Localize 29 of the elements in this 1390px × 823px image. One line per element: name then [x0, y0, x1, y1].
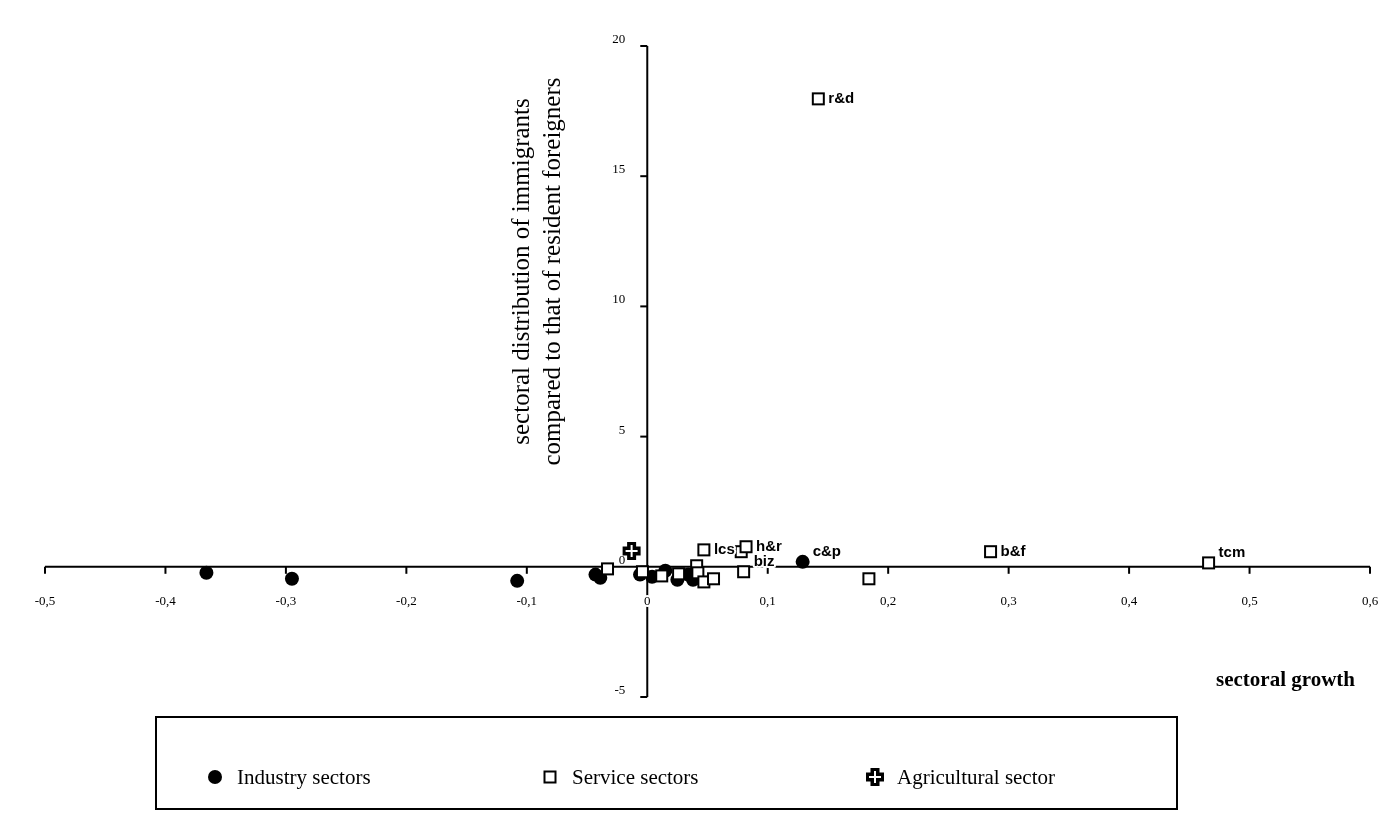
legend-label: Industry sectors [237, 765, 371, 789]
y-tick-label: 15 [612, 161, 626, 177]
x-tick-label: 0,4 [1120, 592, 1138, 608]
annotation: r&d [828, 88, 855, 106]
y-tick-label: 20 [612, 31, 626, 46]
x-tick-label: 0,5 [1241, 592, 1258, 608]
y-tick-label: 5 [618, 421, 626, 437]
legend-label: Agricultural sector [897, 765, 1056, 789]
y-tick-label: 0 [618, 551, 626, 567]
x-tick-label: -0,5 [34, 592, 56, 608]
y-tick-label: 10 [612, 291, 626, 307]
y-tick-label: -5 [614, 682, 626, 697]
x-tick-label: -0,1 [516, 592, 538, 608]
annotation: b&f [1000, 541, 1027, 559]
annotation: tcm [1218, 542, 1246, 560]
x-tick-label: 0,3 [1000, 592, 1017, 608]
x-tick-label: 0,6 [1361, 592, 1379, 608]
annotation: biz [753, 551, 775, 569]
x-tick-label: -0,4 [155, 592, 177, 608]
annotation: h&r [756, 536, 783, 554]
x-tick-label: 0,2 [880, 592, 897, 608]
x-tick-label: -0,2 [396, 592, 417, 608]
x-axis-title: sectoral growth [1216, 667, 1356, 691]
legend-label: Service sectors [572, 765, 699, 789]
annotation: c&p [812, 541, 841, 559]
x-tick-label: 0,1 [759, 592, 776, 608]
y-axis-title: sectoral distribution of immigrants compared to that of resident foreigners [507, 77, 566, 466]
annotation: lcs [713, 539, 735, 557]
x-tick-label: -0,3 [275, 592, 297, 608]
